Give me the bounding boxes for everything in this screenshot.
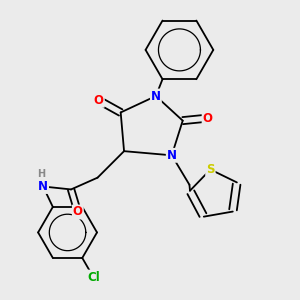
Text: H: H bbox=[38, 169, 46, 179]
Text: O: O bbox=[202, 112, 213, 124]
Text: Cl: Cl bbox=[87, 271, 100, 284]
Text: S: S bbox=[206, 163, 215, 176]
Text: N: N bbox=[151, 89, 161, 103]
Text: N: N bbox=[38, 180, 48, 193]
Text: N: N bbox=[167, 149, 177, 162]
Text: O: O bbox=[94, 94, 104, 107]
Text: O: O bbox=[73, 206, 83, 218]
